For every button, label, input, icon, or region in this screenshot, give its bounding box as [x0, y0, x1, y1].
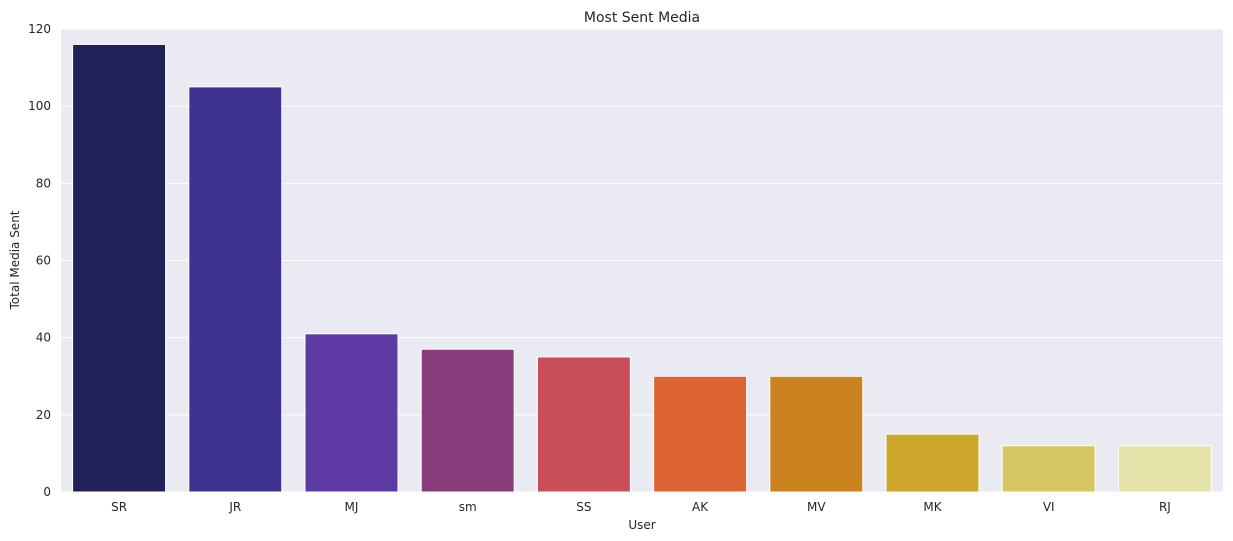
bar-MK	[885, 433, 980, 493]
x-tick-label: RJ	[1159, 500, 1171, 514]
bar-RJ	[1117, 445, 1212, 493]
x-tick-label: MV	[807, 500, 826, 514]
x-tick-labels: SR JR MJ sm SS AK MV MK VI RJ	[111, 500, 1171, 514]
bars	[72, 43, 1212, 493]
bar-JR	[188, 86, 283, 493]
y-tick-label: 120	[28, 22, 51, 36]
x-tick-label: AK	[692, 500, 709, 514]
chart-title: Most Sent Media	[584, 10, 700, 26]
x-tick-label: MK	[923, 500, 942, 514]
bar-AK	[653, 375, 748, 493]
bar-SR	[72, 43, 167, 493]
x-tick-label: sm	[459, 500, 477, 514]
bar-MJ	[304, 333, 399, 493]
y-tick-label: 80	[36, 176, 51, 190]
x-tick-label: SR	[111, 500, 127, 514]
bar-sm	[420, 348, 515, 493]
x-axis-label: User	[628, 518, 655, 532]
x-tick-label: JR	[228, 500, 241, 514]
y-tick-label: 0	[43, 485, 51, 499]
x-tick-label: VI	[1043, 500, 1055, 514]
bar-SS	[536, 356, 631, 493]
y-axis-label: Total Media Sent	[8, 210, 22, 310]
bar-VI	[1001, 445, 1096, 493]
y-tick-label: 60	[36, 254, 51, 268]
y-tick-label: 100	[28, 99, 51, 113]
y-tick-labels: 0 20 40 60 80 100 120	[28, 22, 51, 499]
x-tick-label: MJ	[345, 500, 359, 514]
x-tick-label: SS	[576, 500, 591, 514]
y-tick-label: 20	[36, 408, 51, 422]
y-tick-label: 40	[36, 331, 51, 345]
bar-MV	[769, 375, 864, 493]
